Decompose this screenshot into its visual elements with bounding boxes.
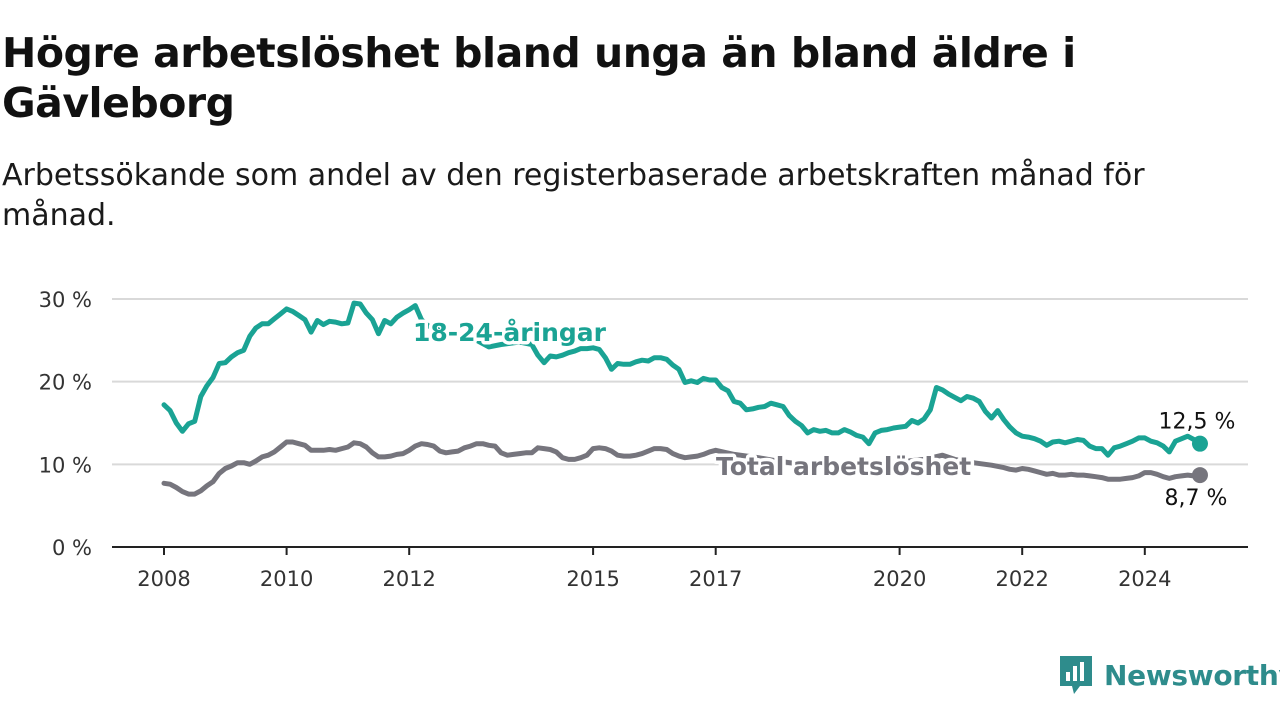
y-tick-label: 30 %	[39, 288, 92, 312]
x-tick-label: 2015	[566, 567, 619, 591]
x-tick-label: 2024	[1118, 567, 1171, 591]
line-chart: 0 % 10 % 20 % 30 % 2008 2010 2012 2015 2017 2020…	[39, 288, 1248, 591]
y-tick-label: 20 %	[39, 371, 92, 395]
chart-subtitle: Arbetssökande som andel av den registerb…	[2, 158, 1145, 233]
series-label-total: Total arbetslöshet	[716, 452, 971, 481]
brand-name: Newsworthy	[1104, 658, 1280, 692]
x-tick-label: 2020	[873, 567, 926, 591]
end-point-youth	[1191, 435, 1208, 452]
end-point-total	[1191, 467, 1208, 484]
end-label-youth: 12,5 %	[1159, 410, 1236, 435]
chart-title: Högre arbetslöshet bland unga än bland ä…	[2, 29, 1076, 127]
series-group	[161, 300, 1208, 497]
series-line-total	[161, 439, 1203, 497]
x-axis: 2008 2010 2012 2015 2017 2020 2022 2024	[112, 546, 1248, 591]
x-tick-label: 2010	[260, 567, 313, 591]
end-label-total: 8,7 %	[1165, 486, 1228, 511]
newsworthy-brand: Newsworthy	[1058, 654, 1280, 696]
series-labels: 18-24-åringar Total arbetslöshet 12,5 % 8,7…	[410, 315, 1236, 512]
series-label-youth: 18-24-åringar	[413, 318, 607, 347]
series-line-youth	[161, 300, 1203, 458]
x-tick-label: 2008	[137, 567, 190, 591]
x-tick-label: 2012	[382, 567, 435, 591]
y-tick-label: 0 %	[52, 536, 92, 560]
x-tick-label: 2017	[689, 567, 742, 591]
grid: 0 % 10 % 20 % 30 %	[39, 288, 1248, 560]
y-tick-label: 10 %	[39, 453, 92, 477]
newsworthy-logo-icon	[1060, 656, 1092, 694]
x-tick-label: 2022	[995, 567, 1048, 591]
